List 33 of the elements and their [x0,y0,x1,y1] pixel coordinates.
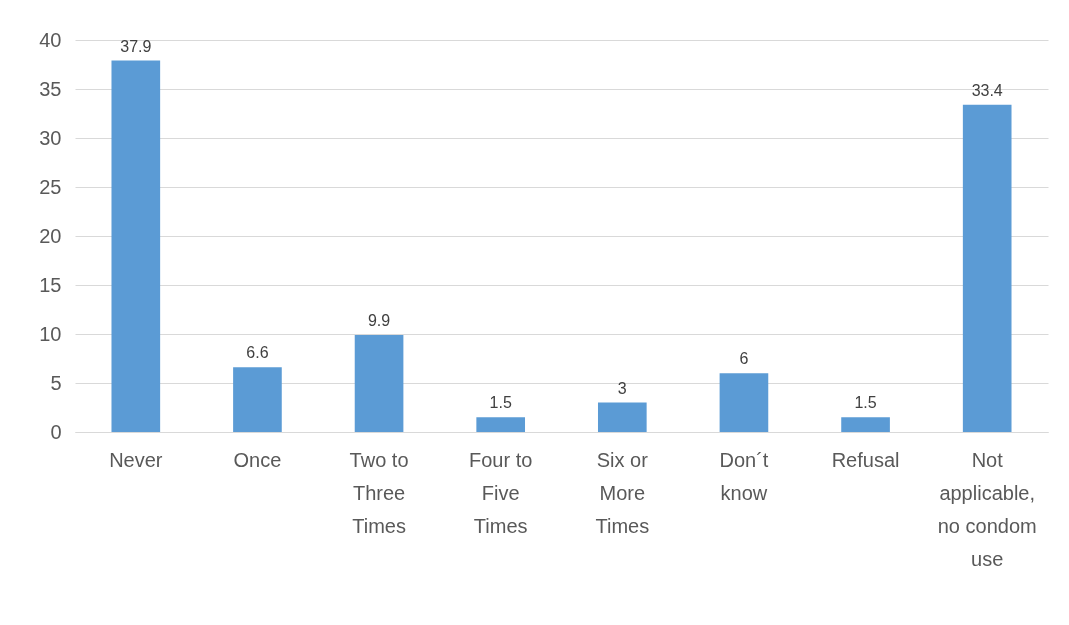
data-label: 3 [617,379,627,397]
y-tick-label: 20 [39,224,62,247]
data-label: 1.5 [489,394,512,412]
bar [597,402,647,432]
x-tick-label: Don´t know [719,448,769,504]
bar [841,417,890,432]
bar [233,367,282,432]
x-tick-label: Six or More Times [595,448,650,537]
x-tick-label: Four to Five Times [469,448,533,537]
y-tick-label: 40 [39,28,62,51]
y-tick-label: 5 [50,371,62,394]
data-label: 9.9 [367,311,391,329]
bar [719,373,769,432]
y-tick-label: 25 [39,175,62,198]
x-tick-label: Two to Three Times [349,448,409,537]
data-label: 33.4 [971,81,1003,99]
y-tick-label: 0 [50,420,62,443]
data-label: 6.6 [246,344,269,362]
data-label: 6 [739,350,749,368]
y-tick-label: 35 [39,77,62,100]
y-tick-label: 15 [39,273,62,296]
x-tick-label: Refusal [831,448,900,471]
bar [111,60,161,432]
bar [354,334,404,432]
data-label: 1.5 [854,394,877,412]
bar [476,417,526,432]
bar [962,104,1012,432]
y-tick-label: 10 [39,322,62,345]
x-tick-label: Not applicable, no condom use [937,448,1037,570]
x-tick-label: Never [109,448,163,471]
x-tick-label: Once [233,448,282,471]
y-tick-label: 30 [39,126,62,149]
data-label: 37.9 [120,37,152,55]
